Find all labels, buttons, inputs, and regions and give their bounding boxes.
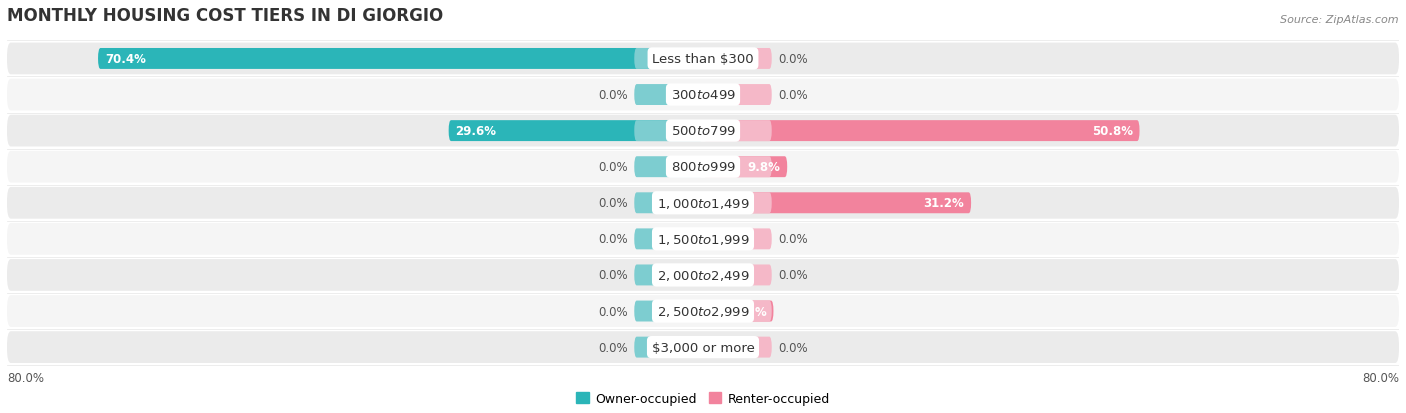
Text: Less than $300: Less than $300	[652, 53, 754, 66]
Text: 80.0%: 80.0%	[7, 371, 44, 385]
FancyBboxPatch shape	[7, 152, 1399, 183]
Text: 0.0%: 0.0%	[779, 341, 808, 354]
FancyBboxPatch shape	[703, 337, 772, 358]
Text: 0.0%: 0.0%	[779, 269, 808, 282]
FancyBboxPatch shape	[7, 43, 1399, 75]
Text: 31.2%: 31.2%	[924, 197, 965, 210]
FancyBboxPatch shape	[703, 85, 772, 106]
FancyBboxPatch shape	[7, 223, 1399, 255]
FancyBboxPatch shape	[703, 301, 773, 322]
FancyBboxPatch shape	[7, 295, 1399, 327]
FancyBboxPatch shape	[7, 79, 1399, 111]
Text: 80.0%: 80.0%	[1362, 371, 1399, 385]
FancyBboxPatch shape	[634, 121, 703, 142]
Text: 0.0%: 0.0%	[779, 233, 808, 246]
FancyBboxPatch shape	[7, 188, 1399, 219]
Text: Source: ZipAtlas.com: Source: ZipAtlas.com	[1281, 15, 1399, 25]
Text: $300 to $499: $300 to $499	[671, 89, 735, 102]
FancyBboxPatch shape	[703, 121, 772, 142]
Legend: Owner-occupied, Renter-occupied: Owner-occupied, Renter-occupied	[571, 387, 835, 410]
Text: $3,000 or more: $3,000 or more	[651, 341, 755, 354]
Text: $500 to $799: $500 to $799	[671, 125, 735, 138]
FancyBboxPatch shape	[703, 157, 787, 178]
Text: 50.8%: 50.8%	[1091, 125, 1133, 138]
Text: 0.0%: 0.0%	[598, 233, 627, 246]
Text: 9.8%: 9.8%	[748, 161, 780, 174]
FancyBboxPatch shape	[703, 193, 772, 214]
FancyBboxPatch shape	[634, 265, 703, 286]
Text: 0.0%: 0.0%	[598, 197, 627, 210]
FancyBboxPatch shape	[7, 259, 1399, 291]
FancyBboxPatch shape	[634, 157, 703, 178]
Text: 0.0%: 0.0%	[598, 89, 627, 102]
Text: $800 to $999: $800 to $999	[671, 161, 735, 174]
FancyBboxPatch shape	[703, 193, 972, 214]
FancyBboxPatch shape	[703, 49, 772, 70]
Text: $2,000 to $2,499: $2,000 to $2,499	[657, 268, 749, 282]
Text: 29.6%: 29.6%	[456, 125, 496, 138]
FancyBboxPatch shape	[703, 157, 772, 178]
Text: 0.0%: 0.0%	[598, 161, 627, 174]
Text: 0.0%: 0.0%	[598, 305, 627, 318]
FancyBboxPatch shape	[634, 85, 703, 106]
Text: 8.2%: 8.2%	[734, 305, 766, 318]
Text: $1,500 to $1,999: $1,500 to $1,999	[657, 232, 749, 246]
FancyBboxPatch shape	[7, 332, 1399, 363]
Text: $2,500 to $2,999: $2,500 to $2,999	[657, 304, 749, 318]
FancyBboxPatch shape	[98, 49, 703, 70]
FancyBboxPatch shape	[703, 121, 1139, 142]
FancyBboxPatch shape	[703, 229, 772, 250]
FancyBboxPatch shape	[449, 121, 703, 142]
FancyBboxPatch shape	[634, 301, 703, 322]
FancyBboxPatch shape	[634, 337, 703, 358]
FancyBboxPatch shape	[634, 229, 703, 250]
Text: MONTHLY HOUSING COST TIERS IN DI GIORGIO: MONTHLY HOUSING COST TIERS IN DI GIORGIO	[7, 7, 443, 25]
FancyBboxPatch shape	[703, 301, 772, 322]
FancyBboxPatch shape	[634, 49, 703, 70]
Text: 0.0%: 0.0%	[779, 53, 808, 66]
FancyBboxPatch shape	[7, 116, 1399, 147]
Text: $1,000 to $1,499: $1,000 to $1,499	[657, 196, 749, 210]
Text: 0.0%: 0.0%	[598, 341, 627, 354]
Text: 0.0%: 0.0%	[779, 89, 808, 102]
Text: 70.4%: 70.4%	[105, 53, 146, 66]
Text: 0.0%: 0.0%	[598, 269, 627, 282]
FancyBboxPatch shape	[703, 265, 772, 286]
FancyBboxPatch shape	[634, 193, 703, 214]
